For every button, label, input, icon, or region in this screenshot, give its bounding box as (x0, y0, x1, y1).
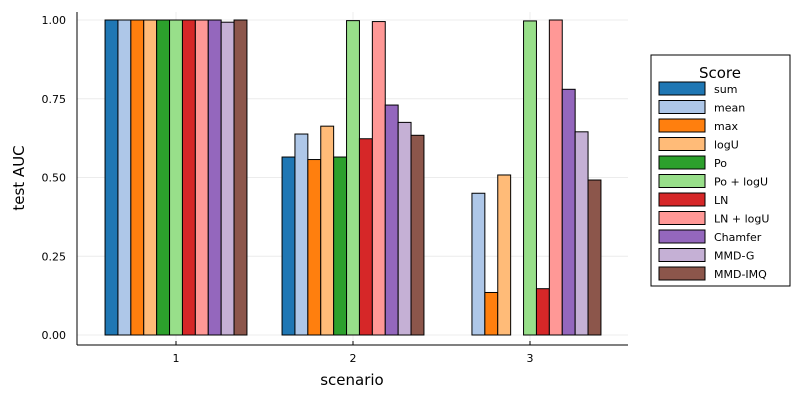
legend-label: max (714, 120, 738, 133)
legend-label: MMD-IMQ (714, 268, 767, 281)
y-tick-labels: 0.00 0.25 0.50 0.75 1.00 (42, 14, 67, 342)
y-tick-label: 0.00 (42, 329, 67, 342)
bar-mmd-imq-scenario-2 (410, 134, 425, 336)
bar-chamfer-scenario-1 (207, 19, 222, 336)
bar-mmd-g-scenario-2 (397, 121, 412, 336)
bar-po-logu-scenario-1 (169, 19, 183, 336)
bar-mmd-g-scenario-1 (220, 21, 235, 336)
bar-ln-logu-scenario-3 (548, 19, 563, 336)
bar-sum-scenario-2 (281, 156, 296, 336)
legend-swatch (658, 174, 706, 188)
bar-ln-logu-scenario-1 (194, 19, 209, 336)
bar-po-scenario-1 (156, 19, 171, 336)
x-tick-labels: 1 2 3 (173, 341, 534, 365)
x-tick-label: 2 (350, 352, 357, 365)
legend: Score sum mean max logU Po Po + logU LN LN + lo… (650, 54, 791, 287)
x-tick-label: 1 (173, 352, 180, 365)
legend-label: MMD-G (714, 250, 754, 263)
legend-swatch (658, 211, 706, 225)
bar-max-scenario-2 (307, 159, 322, 336)
bar-ln-scenario-1 (181, 19, 196, 336)
bar-chamfer-scenario-2 (384, 104, 399, 336)
legend-label: Po (714, 157, 727, 170)
bar-ln-scenario-3 (535, 288, 550, 336)
bars (104, 19, 602, 336)
legend-swatch (658, 81, 706, 96)
bar-mean-scenario-1 (117, 19, 132, 336)
bar-mean-scenario-2 (294, 133, 309, 336)
legend-swatch (658, 229, 706, 244)
y-tick-label: 1.00 (42, 14, 67, 27)
y-axis-label: test AUC (10, 145, 28, 210)
legend-swatch (658, 155, 706, 170)
bar-mmd-imq-scenario-1 (233, 19, 248, 336)
y-tick-label: 0.75 (42, 93, 67, 106)
bar-chamfer-scenario-3 (561, 88, 576, 336)
bar-ln-scenario-2 (358, 138, 373, 336)
bar-max-scenario-3 (484, 291, 499, 336)
bar-po-logu-scenario-2 (346, 20, 360, 336)
bar-po-logu-scenario-3 (523, 20, 537, 336)
legend-label: logU (714, 139, 739, 152)
legend-label: LN (714, 194, 728, 207)
legend-swatch (658, 118, 706, 133)
bar-logu-scenario-1 (143, 19, 158, 336)
legend-label: Po + logU (714, 176, 768, 189)
legend-label: Chamfer (714, 231, 762, 244)
bar-logu-scenario-2 (320, 125, 335, 336)
legend-swatch (658, 137, 706, 151)
bar-mean-scenario-3 (471, 192, 486, 336)
legend-label: LN + logU (714, 213, 769, 226)
legend-items: sum mean max logU Po Po + logU LN LN + logU Cham… (658, 81, 769, 281)
x-axis-label: scenario (320, 371, 384, 389)
bar-mmd-g-scenario-3 (574, 131, 589, 336)
legend-swatch (658, 192, 706, 207)
bar-logu-scenario-3 (497, 174, 512, 336)
legend-label: mean (714, 102, 745, 115)
bar-sum-scenario-1 (104, 19, 119, 336)
bar-ln-logu-scenario-2 (371, 21, 386, 336)
bar-po-scenario-2 (333, 156, 348, 336)
bar-mmd-imq-scenario-3 (587, 179, 602, 336)
y-tick-label: 0.25 (42, 250, 67, 263)
legend-title: Score (699, 64, 741, 82)
legend-swatch (658, 248, 706, 262)
legend-label: sum (714, 83, 737, 96)
legend-swatch (658, 266, 706, 281)
legend-swatch (658, 100, 706, 114)
bar-max-scenario-1 (130, 19, 145, 336)
y-tick-label: 0.50 (42, 172, 67, 185)
x-tick-label: 3 (527, 352, 534, 365)
